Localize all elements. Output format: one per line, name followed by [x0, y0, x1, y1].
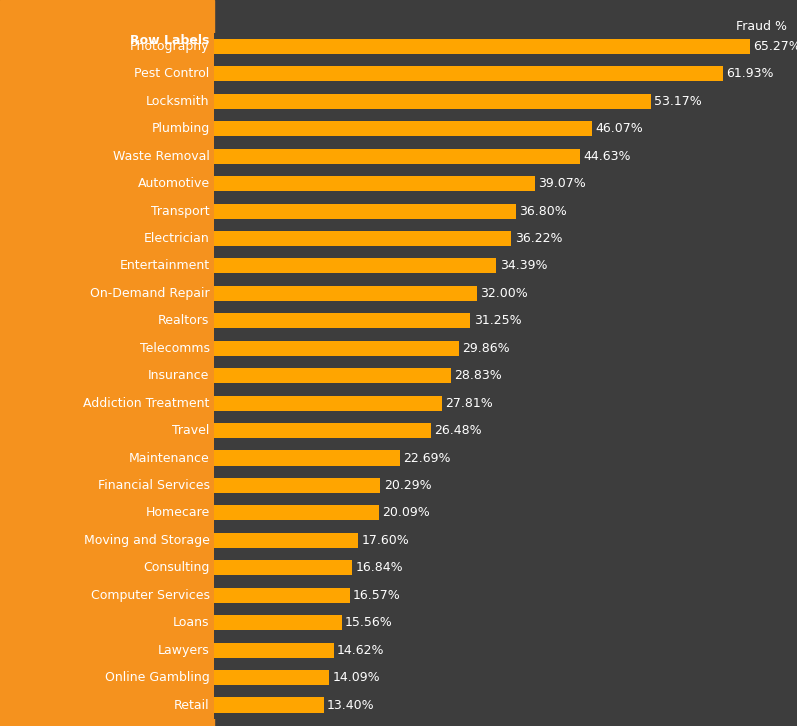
- Text: Online Gambling: Online Gambling: [105, 671, 210, 684]
- Text: 13.40%: 13.40%: [327, 698, 375, 711]
- Text: 17.60%: 17.60%: [362, 534, 410, 547]
- Text: Automotive: Automotive: [138, 177, 210, 190]
- Text: 16.57%: 16.57%: [353, 589, 401, 602]
- Bar: [214, 451, 400, 465]
- Text: 46.07%: 46.07%: [595, 122, 643, 135]
- Text: 20.29%: 20.29%: [383, 479, 431, 492]
- Bar: [214, 588, 350, 603]
- Bar: [214, 286, 477, 301]
- Text: 22.69%: 22.69%: [403, 452, 451, 465]
- Text: 14.62%: 14.62%: [337, 644, 385, 656]
- Bar: [214, 560, 352, 575]
- Text: Addiction Treatment: Addiction Treatment: [83, 396, 210, 409]
- Text: 26.48%: 26.48%: [434, 424, 482, 437]
- Text: Transport: Transport: [151, 205, 210, 218]
- Text: Entertainment: Entertainment: [120, 259, 210, 272]
- Text: 29.86%: 29.86%: [462, 342, 510, 355]
- Text: 20.09%: 20.09%: [382, 507, 430, 519]
- Text: Photography: Photography: [130, 40, 210, 53]
- Text: Loans: Loans: [173, 616, 210, 629]
- Text: 61.93%: 61.93%: [726, 68, 773, 81]
- Text: Retail: Retail: [174, 698, 210, 711]
- Bar: [214, 314, 470, 328]
- Bar: [214, 698, 324, 712]
- Bar: [214, 66, 723, 81]
- Text: Locksmith: Locksmith: [146, 95, 210, 107]
- Bar: [214, 423, 431, 438]
- Text: 44.63%: 44.63%: [583, 150, 631, 163]
- Text: Consulting: Consulting: [143, 561, 210, 574]
- Text: Pest Control: Pest Control: [135, 68, 210, 81]
- Text: On-Demand Repair: On-Demand Repair: [90, 287, 210, 300]
- Text: Row Labels: Row Labels: [130, 34, 210, 47]
- Text: 53.17%: 53.17%: [654, 95, 701, 107]
- Bar: [214, 505, 379, 521]
- Text: Maintenance: Maintenance: [129, 452, 210, 465]
- Bar: [214, 533, 359, 548]
- Bar: [214, 231, 512, 246]
- Text: Lawyers: Lawyers: [158, 644, 210, 656]
- Text: 34.39%: 34.39%: [500, 259, 547, 272]
- Bar: [214, 39, 750, 54]
- Text: Computer Services: Computer Services: [91, 589, 210, 602]
- Text: 31.25%: 31.25%: [473, 314, 521, 327]
- Text: Travel: Travel: [172, 424, 210, 437]
- Bar: [214, 94, 650, 109]
- Bar: [214, 121, 592, 136]
- Text: Fraud %: Fraud %: [736, 20, 787, 33]
- Bar: [214, 176, 535, 191]
- Bar: [214, 149, 580, 163]
- Text: Realtors: Realtors: [159, 314, 210, 327]
- Bar: [214, 258, 497, 274]
- Text: 36.80%: 36.80%: [520, 205, 567, 218]
- Text: 39.07%: 39.07%: [538, 177, 586, 190]
- Text: Telecomms: Telecomms: [139, 342, 210, 355]
- Text: Electrician: Electrician: [144, 232, 210, 245]
- Text: 65.27%: 65.27%: [753, 40, 797, 53]
- Text: Plumbing: Plumbing: [151, 122, 210, 135]
- Text: 15.56%: 15.56%: [345, 616, 393, 629]
- Bar: [214, 478, 380, 493]
- Bar: [214, 615, 341, 630]
- Text: 28.83%: 28.83%: [453, 370, 501, 382]
- Text: 14.09%: 14.09%: [332, 671, 380, 684]
- Bar: [214, 203, 516, 219]
- Bar: [214, 643, 334, 658]
- Text: Financial Services: Financial Services: [97, 479, 210, 492]
- Text: 32.00%: 32.00%: [480, 287, 528, 300]
- Bar: [214, 340, 459, 356]
- Text: 36.22%: 36.22%: [515, 232, 562, 245]
- Bar: [214, 368, 450, 383]
- Text: Insurance: Insurance: [148, 370, 210, 382]
- Text: 27.81%: 27.81%: [446, 396, 493, 409]
- Text: Moving and Storage: Moving and Storage: [84, 534, 210, 547]
- Bar: [214, 670, 329, 685]
- Text: Homecare: Homecare: [145, 507, 210, 519]
- Bar: [214, 396, 442, 411]
- Text: 16.84%: 16.84%: [355, 561, 403, 574]
- Text: Waste Removal: Waste Removal: [112, 150, 210, 163]
